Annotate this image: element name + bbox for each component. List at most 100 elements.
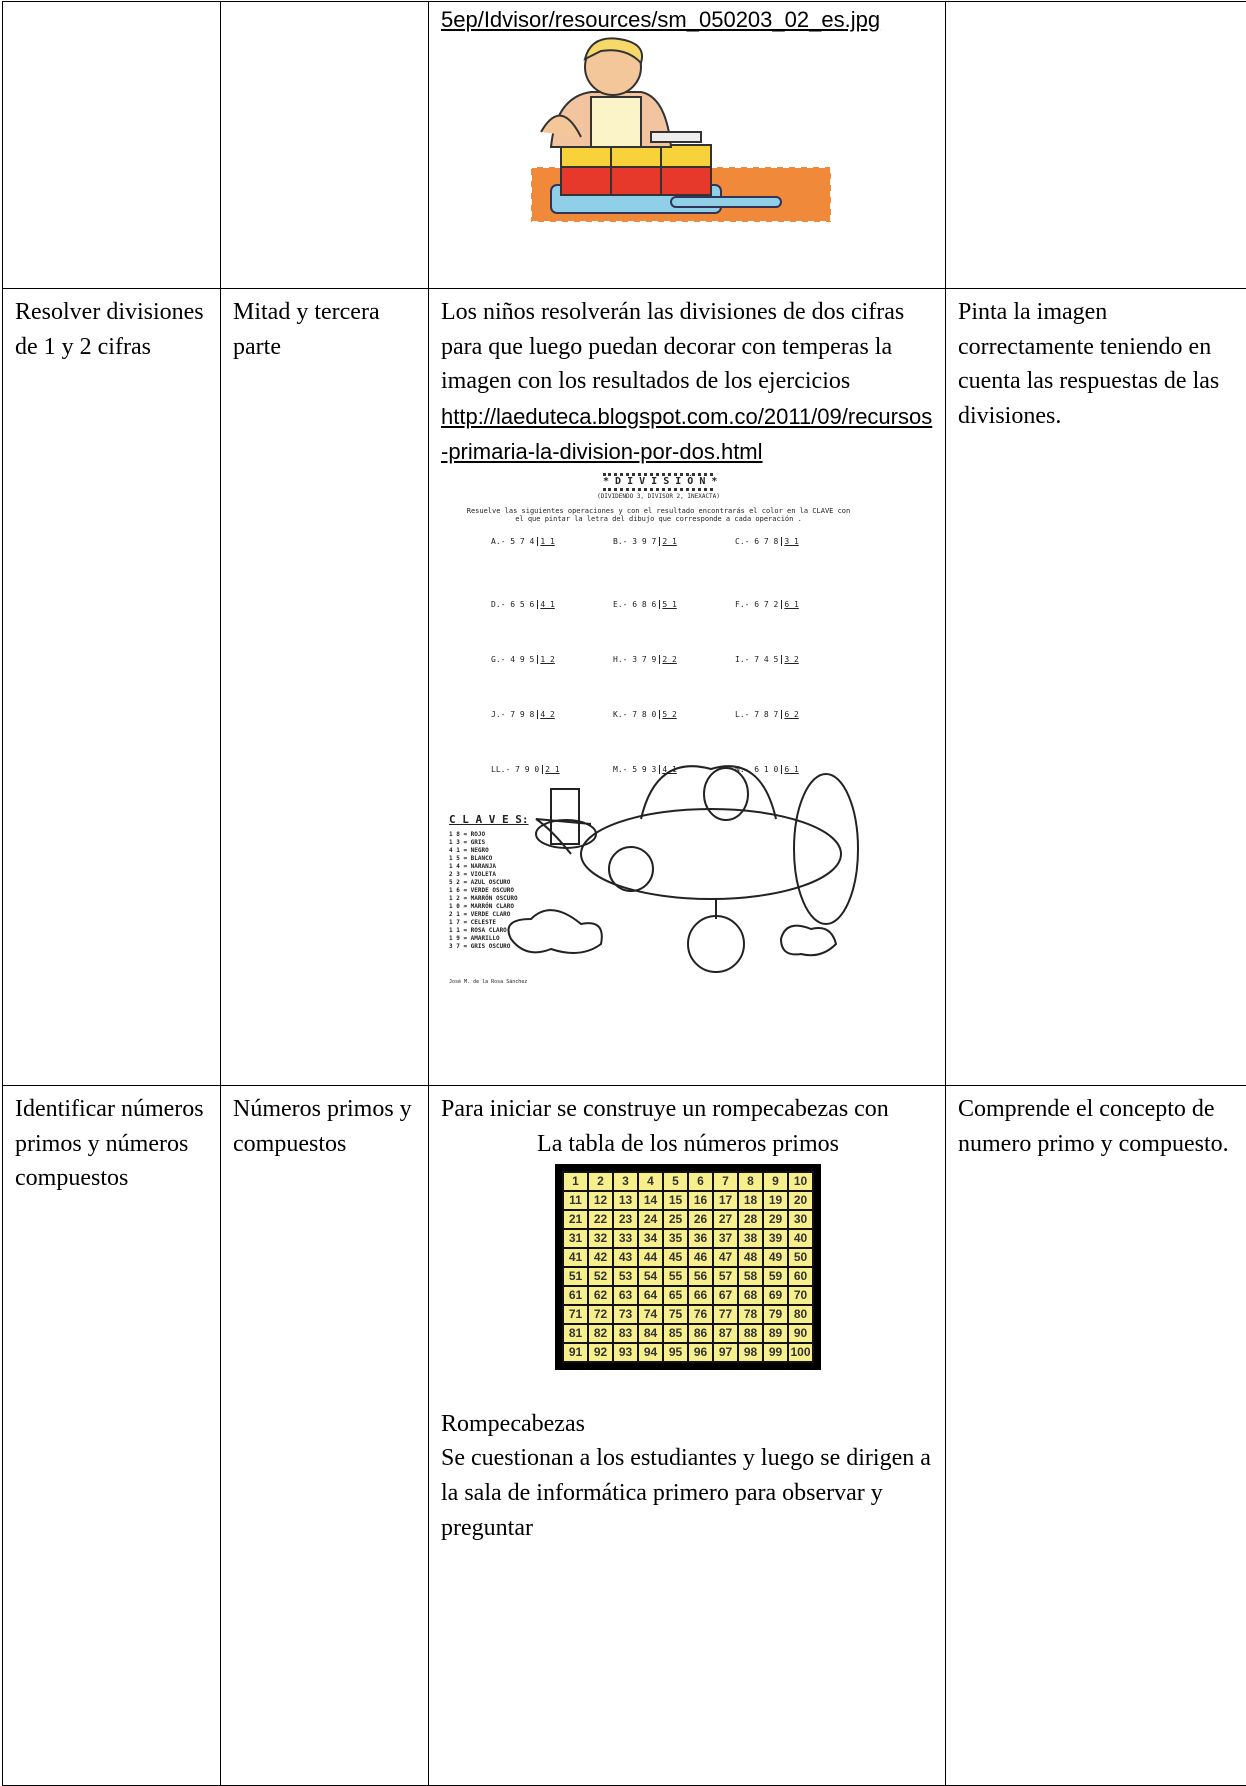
grid-number: 10 xyxy=(788,1172,813,1191)
cell xyxy=(946,2,1246,289)
grid-number: 28 xyxy=(738,1210,763,1229)
grid-number: 69 xyxy=(763,1286,788,1305)
grid-number: 73 xyxy=(613,1305,638,1324)
key: 1 7 = CELESTE xyxy=(449,919,496,927)
grid-number: 77 xyxy=(713,1305,738,1324)
divisor: 2 2 xyxy=(659,655,676,664)
grid-number: 30 xyxy=(788,1210,813,1229)
grid-number: 61 xyxy=(563,1286,588,1305)
grid-number: 4 xyxy=(638,1172,663,1191)
grid-number: 39 xyxy=(763,1229,788,1248)
divisor: 4 1 xyxy=(659,765,676,774)
divisor: 5 1 xyxy=(659,600,676,609)
key: 2 1 = VERDE CLARO xyxy=(449,911,510,919)
dividend: H.- 3 7 9 xyxy=(613,655,656,664)
grid-number: 54 xyxy=(638,1267,663,1286)
dividend: K.- 7 8 0 xyxy=(613,710,656,719)
grid-number: 3 xyxy=(613,1172,638,1191)
dividend: C.- 6 7 8 xyxy=(735,537,778,546)
cell: Números primos y compuestos xyxy=(221,1086,429,1786)
table-row: 5ep/Idvisor/resources/sm_050203_02_es.jp… xyxy=(3,2,1246,289)
activity-text: Los niños resolverán las divisiones de d… xyxy=(441,295,935,399)
evaluation: Comprende el concepto de numero primo y … xyxy=(958,1092,1236,1161)
key: 1 4 = NARANJA xyxy=(449,863,496,871)
grid-number: 60 xyxy=(788,1267,813,1286)
grid-number: 22 xyxy=(588,1210,613,1229)
page: 5ep/Idvisor/resources/sm_050203_02_es.jp… xyxy=(0,0,1246,1699)
key: 1 1 = ROSA CLARO xyxy=(449,927,507,935)
grid-number: 95 xyxy=(663,1343,688,1362)
key: 3 7 = GRIS OSCURO xyxy=(449,943,510,951)
activity-intro: Para iniciar se construye un rompecabeza… xyxy=(441,1092,935,1127)
grid-number: 14 xyxy=(638,1191,663,1210)
grid-number: 24 xyxy=(638,1210,663,1229)
grid-number: 34 xyxy=(638,1229,663,1248)
activity-text: Se cuestionan a los estudiantes y luego … xyxy=(441,1441,935,1545)
cell: Pinta la imagen correctamente teniendo e… xyxy=(946,289,1246,1086)
worksheet-image: * D I V I S I Ó N *(DIVIDENDO 3, DIVISOR… xyxy=(441,469,876,996)
grid-number: 31 xyxy=(563,1229,588,1248)
grid-number: 33 xyxy=(613,1229,638,1248)
grid-number: 84 xyxy=(638,1324,663,1343)
grid-number: 59 xyxy=(763,1267,788,1286)
dividend: I.- 7 4 5 xyxy=(735,655,778,664)
grid-number: 62 xyxy=(588,1286,613,1305)
grid-number: 89 xyxy=(763,1324,788,1343)
divisor: 5 2 xyxy=(659,710,676,719)
grid-number: 49 xyxy=(763,1248,788,1267)
divisor: 3 1 xyxy=(781,537,798,546)
worksheet-author: José M. de la Rosa Sánchez xyxy=(449,979,527,985)
grid-number: 74 xyxy=(638,1305,663,1324)
grid-number: 6 xyxy=(688,1172,713,1191)
grid-number: 37 xyxy=(713,1229,738,1248)
grid-number: 45 xyxy=(663,1248,688,1267)
grid-number: 35 xyxy=(663,1229,688,1248)
dividend: D.- 6 5 6 xyxy=(491,600,534,609)
grid-number: 7 xyxy=(713,1172,738,1191)
objective: Resolver divisiones de 1 y 2 cifras xyxy=(15,295,210,364)
grid-number: 23 xyxy=(613,1210,638,1229)
grid-number: 26 xyxy=(688,1210,713,1229)
grid-number: 46 xyxy=(688,1248,713,1267)
dividend: L.- 7 8 7 xyxy=(735,710,778,719)
grid-number: 80 xyxy=(788,1305,813,1324)
grid-number: 38 xyxy=(738,1229,763,1248)
dividend: E.- 6 8 6 xyxy=(613,600,656,609)
key: 1 8 = ROJO xyxy=(449,831,485,839)
grid-number: 47 xyxy=(713,1248,738,1267)
grid-number: 53 xyxy=(613,1267,638,1286)
key: 1 9 = AMARILLO xyxy=(449,935,500,943)
grid-number: 76 xyxy=(688,1305,713,1324)
grid-number: 20 xyxy=(788,1191,813,1210)
cell xyxy=(3,2,221,289)
grid-number: 91 xyxy=(563,1343,588,1362)
grid-number: 56 xyxy=(688,1267,713,1286)
grid-number: 96 xyxy=(688,1343,713,1362)
divisor: 6 1 xyxy=(781,600,798,609)
cell: Mitad y tercera parte xyxy=(221,289,429,1086)
divisor: 2 1 xyxy=(542,765,559,774)
grid-number: 86 xyxy=(688,1324,713,1343)
link[interactable]: 5ep/Idvisor/resources/sm_050203_02_es.jp… xyxy=(441,2,935,37)
grid-number: 79 xyxy=(763,1305,788,1324)
grid-number: 100 xyxy=(788,1343,813,1362)
dividend: F.- 6 7 2 xyxy=(735,600,778,609)
key: 4 1 = NEGRO xyxy=(449,847,489,855)
grid-number: 57 xyxy=(713,1267,738,1286)
topic: Números primos y compuestos xyxy=(233,1092,418,1161)
cell: 5ep/Idvisor/resources/sm_050203_02_es.jp… xyxy=(429,2,946,289)
worksheet-subtitle: (DIVIDENDO 3, DIVISOR 2, INEXACTA) xyxy=(441,493,876,501)
link[interactable]: http://laeduteca.blogspot.com.co/2011/09… xyxy=(441,399,935,469)
